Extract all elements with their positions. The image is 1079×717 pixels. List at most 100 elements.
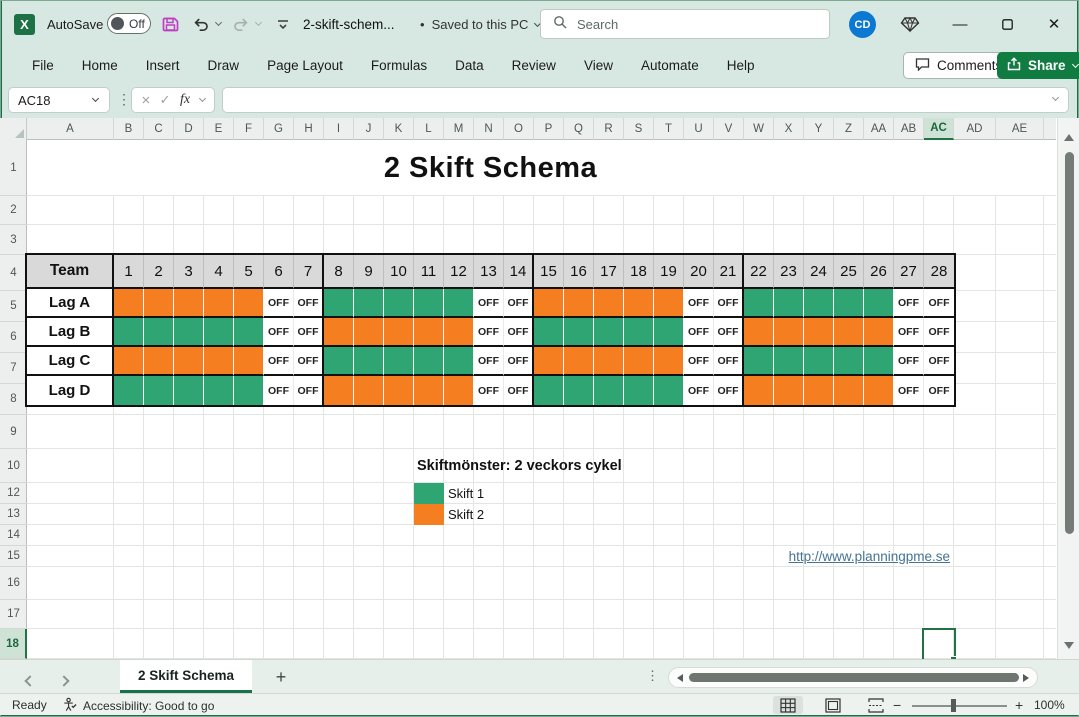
- shift-cell-Lag-C-day13[interactable]: OFF: [474, 347, 504, 376]
- shift-cell-Lag-A-day23[interactable]: [774, 289, 804, 318]
- ribbon-tab-page-layout[interactable]: Page Layout: [267, 58, 343, 73]
- shift-cell-Lag-B-day23[interactable]: [774, 318, 804, 347]
- column-header-R[interactable]: R: [594, 118, 624, 140]
- row-header-1[interactable]: 1: [0, 140, 27, 196]
- shift-cell-Lag-C-day3[interactable]: [174, 347, 204, 376]
- row-header-2[interactable]: 2: [0, 196, 27, 225]
- shift-cell-Lag-D-day4[interactable]: [204, 376, 234, 405]
- minimize-button[interactable]: —: [952, 15, 968, 33]
- shift-cell-Lag-B-day11[interactable]: [414, 318, 444, 347]
- shift-cell-Lag-D-day19[interactable]: [654, 376, 684, 405]
- shift-cell-Lag-C-day6[interactable]: OFF: [264, 347, 294, 376]
- shift-cell-Lag-D-day20[interactable]: OFF: [684, 376, 714, 405]
- shift-cell-Lag-A-day15[interactable]: [534, 289, 564, 318]
- shift-cell-Lag-B-day19[interactable]: [654, 318, 684, 347]
- row-header-4[interactable]: 4: [0, 255, 27, 291]
- shift-cell-Lag-A-day28[interactable]: OFF: [924, 289, 954, 318]
- shift-cell-Lag-D-day8[interactable]: [324, 376, 354, 405]
- shift-cell-Lag-A-day4[interactable]: [204, 289, 234, 318]
- vertical-scrollbar[interactable]: [1057, 118, 1079, 659]
- name-box[interactable]: AC18: [8, 87, 110, 113]
- column-header-AD[interactable]: AD: [954, 118, 996, 140]
- customize-quick-access-icon[interactable]: [272, 13, 294, 35]
- shift-cell-Lag-B-day22[interactable]: [744, 318, 774, 347]
- shift-cell-Lag-A-day10[interactable]: [384, 289, 414, 318]
- shift-cell-Lag-A-day26[interactable]: [864, 289, 894, 318]
- ribbon-tab-draw[interactable]: Draw: [207, 58, 240, 73]
- row-header-5[interactable]: 5: [0, 291, 27, 322]
- shift-cell-Lag-D-day14[interactable]: OFF: [504, 376, 534, 405]
- row-header-3[interactable]: 3: [0, 225, 27, 255]
- column-header-L[interactable]: L: [414, 118, 444, 140]
- shift-cell-Lag-A-day22[interactable]: [744, 289, 774, 318]
- shift-cell-Lag-D-day16[interactable]: [564, 376, 594, 405]
- column-header-P[interactable]: P: [534, 118, 564, 140]
- ribbon-tab-insert[interactable]: Insert: [145, 58, 180, 73]
- shift-cell-Lag-D-day1[interactable]: [114, 376, 144, 405]
- shift-cell-Lag-A-day5[interactable]: [234, 289, 264, 318]
- shift-cell-Lag-D-day2[interactable]: [144, 376, 174, 405]
- shift-cell-Lag-B-day10[interactable]: [384, 318, 414, 347]
- prev-sheet-icon[interactable]: [24, 672, 36, 690]
- shift-cell-Lag-C-day5[interactable]: [234, 347, 264, 376]
- shift-cell-Lag-C-day15[interactable]: [534, 347, 564, 376]
- shift-cell-Lag-B-day12[interactable]: [444, 318, 474, 347]
- shift-cell-Lag-C-day14[interactable]: OFF: [504, 347, 534, 376]
- shift-cell-Lag-A-day14[interactable]: OFF: [504, 289, 534, 318]
- shift-cell-Lag-C-day4[interactable]: [204, 347, 234, 376]
- ribbon-tab-formulas[interactable]: Formulas: [370, 58, 428, 73]
- shift-cell-Lag-D-day6[interactable]: OFF: [264, 376, 294, 405]
- shift-cell-Lag-B-day5[interactable]: [234, 318, 264, 347]
- shift-cell-Lag-D-day10[interactable]: [384, 376, 414, 405]
- column-header-M[interactable]: M: [444, 118, 474, 140]
- namebox-dropdown-icon[interactable]: [91, 94, 100, 103]
- formula-input[interactable]: [222, 87, 1069, 113]
- zoom-level[interactable]: 100%: [1034, 698, 1065, 712]
- save-icon[interactable]: [160, 13, 182, 35]
- column-header-W[interactable]: W: [744, 118, 774, 140]
- row-header-8[interactable]: 8: [0, 384, 27, 415]
- shift-cell-Lag-D-day21[interactable]: OFF: [714, 376, 744, 405]
- row-header-7[interactable]: 7: [0, 353, 27, 384]
- shift-cell-Lag-A-day13[interactable]: OFF: [474, 289, 504, 318]
- row-header-18[interactable]: 18: [0, 629, 27, 659]
- shift-cell-Lag-C-day22[interactable]: [744, 347, 774, 376]
- zoom-in-button[interactable]: +: [1015, 697, 1024, 713]
- row-header-16[interactable]: 16: [0, 567, 27, 600]
- shift-cell-Lag-C-day9[interactable]: [354, 347, 384, 376]
- shift-cell-Lag-A-day17[interactable]: [594, 289, 624, 318]
- add-sheet-button[interactable]: +: [275, 666, 287, 687]
- column-header-AB[interactable]: AB: [894, 118, 924, 140]
- shift-cell-Lag-A-day24[interactable]: [804, 289, 834, 318]
- column-header-N[interactable]: N: [474, 118, 504, 140]
- shift-cell-Lag-A-day19[interactable]: [654, 289, 684, 318]
- shift-cell-Lag-D-day3[interactable]: [174, 376, 204, 405]
- shift-cell-Lag-A-day20[interactable]: OFF: [684, 289, 714, 318]
- ribbon-tab-automate[interactable]: Automate: [640, 58, 699, 73]
- search-input[interactable]: Search: [540, 9, 830, 39]
- ribbon-tab-data[interactable]: Data: [455, 58, 484, 73]
- shift-cell-Lag-C-day23[interactable]: [774, 347, 804, 376]
- shift-cell-Lag-D-day15[interactable]: [534, 376, 564, 405]
- shift-cell-Lag-B-day3[interactable]: [174, 318, 204, 347]
- shift-cell-Lag-A-day9[interactable]: [354, 289, 384, 318]
- ribbon-tab-review[interactable]: Review: [511, 58, 556, 73]
- shift-cell-Lag-D-day13[interactable]: OFF: [474, 376, 504, 405]
- shift-cell-Lag-D-day12[interactable]: [444, 376, 474, 405]
- shift-cell-Lag-B-day24[interactable]: [804, 318, 834, 347]
- confirm-entry-icon[interactable]: ✓: [159, 92, 171, 107]
- shift-cell-Lag-B-day7[interactable]: OFF: [294, 318, 324, 347]
- undo-icon[interactable]: [190, 13, 212, 35]
- shift-cell-Lag-A-day7[interactable]: OFF: [294, 289, 324, 318]
- column-header-O[interactable]: O: [504, 118, 534, 140]
- shift-cell-Lag-B-day18[interactable]: [624, 318, 654, 347]
- ribbon-tab-home[interactable]: Home: [81, 58, 118, 73]
- shift-cell-Lag-B-day8[interactable]: [324, 318, 354, 347]
- column-header-B[interactable]: B: [114, 118, 144, 140]
- column-header-Q[interactable]: Q: [564, 118, 594, 140]
- vertical-scroll-thumb[interactable]: [1065, 152, 1074, 534]
- shift-cell-Lag-B-day1[interactable]: [114, 318, 144, 347]
- row-header-6[interactable]: 6: [0, 322, 27, 353]
- shift-cell-Lag-B-day4[interactable]: [204, 318, 234, 347]
- shift-cell-Lag-D-day26[interactable]: [864, 376, 894, 405]
